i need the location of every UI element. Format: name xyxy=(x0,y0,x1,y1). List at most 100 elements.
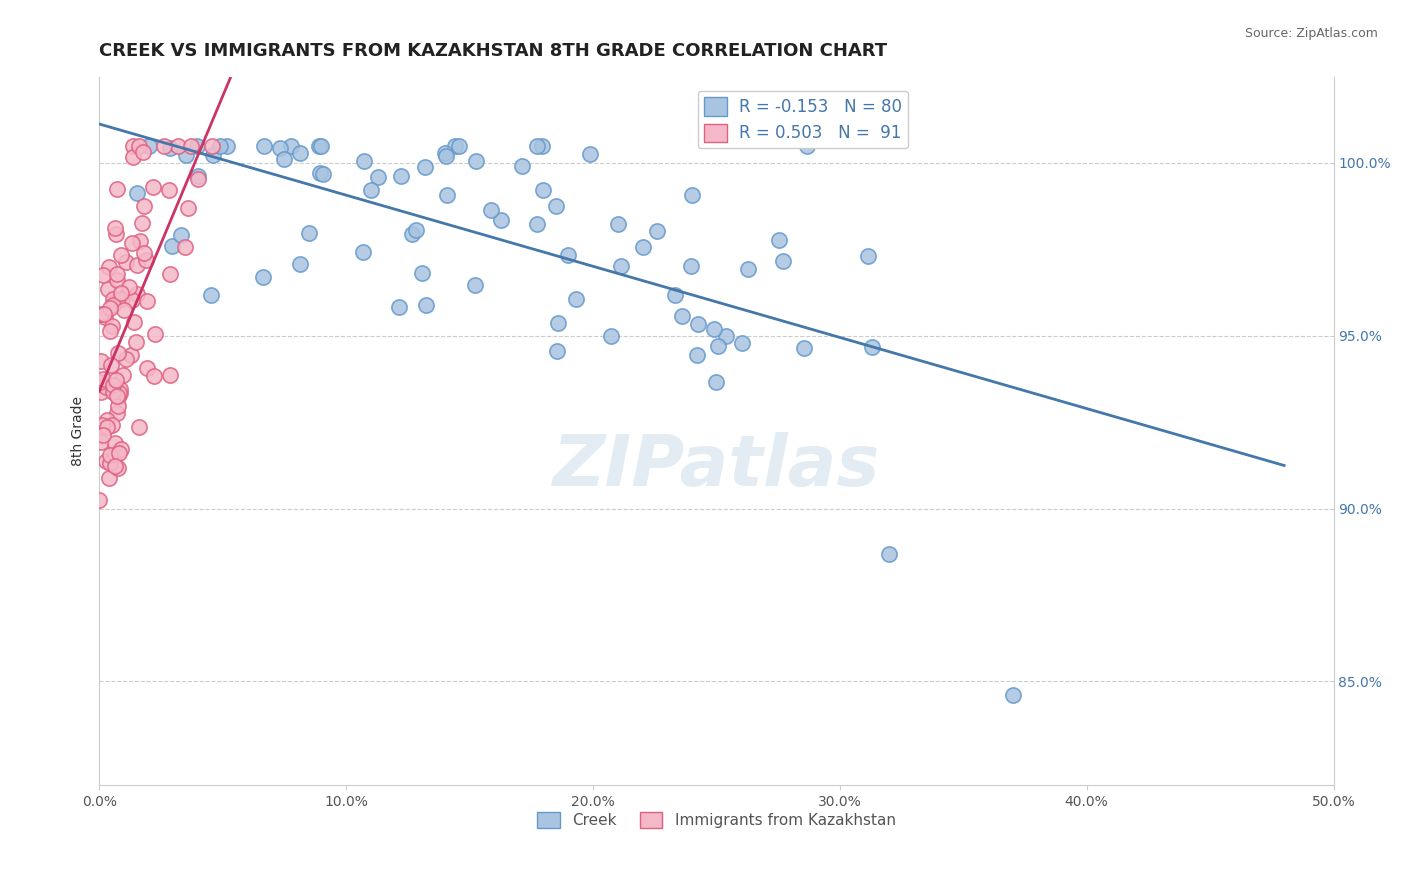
Point xyxy=(405,223,427,237)
Point xyxy=(353,153,375,168)
Point xyxy=(138,138,160,153)
Point xyxy=(94,310,117,324)
Point xyxy=(288,257,311,271)
Point xyxy=(308,166,330,180)
Point xyxy=(600,329,623,343)
Point xyxy=(297,227,319,241)
Point xyxy=(108,385,131,400)
Point xyxy=(98,301,121,316)
Point xyxy=(444,138,467,153)
Point xyxy=(1001,688,1024,702)
Point xyxy=(111,368,134,382)
Point xyxy=(269,141,291,155)
Point xyxy=(121,235,143,250)
Point xyxy=(436,187,458,202)
Point xyxy=(159,368,181,382)
Point xyxy=(131,217,153,231)
Point xyxy=(98,471,121,485)
Point xyxy=(664,288,686,302)
Point xyxy=(531,138,554,153)
Point xyxy=(160,239,183,253)
Point xyxy=(100,358,122,372)
Point xyxy=(546,343,568,358)
Point xyxy=(132,145,155,159)
Point xyxy=(135,293,157,308)
Point xyxy=(671,309,693,323)
Point xyxy=(112,303,135,318)
Point xyxy=(97,260,120,274)
Point xyxy=(401,227,423,241)
Point xyxy=(531,183,554,197)
Point xyxy=(253,138,276,153)
Point xyxy=(434,149,457,163)
Point xyxy=(704,376,727,390)
Point xyxy=(104,221,127,235)
Point xyxy=(104,435,127,450)
Point xyxy=(91,417,114,432)
Point xyxy=(180,138,202,153)
Point xyxy=(208,138,231,153)
Point xyxy=(90,307,112,321)
Point xyxy=(104,458,127,473)
Point xyxy=(98,448,121,462)
Point xyxy=(547,316,569,330)
Point xyxy=(104,447,127,461)
Point xyxy=(187,172,209,186)
Point xyxy=(101,298,124,312)
Point xyxy=(489,213,512,227)
Point xyxy=(309,138,332,153)
Point xyxy=(388,300,411,314)
Point xyxy=(252,269,274,284)
Point xyxy=(101,418,124,433)
Point xyxy=(389,169,412,183)
Point xyxy=(170,227,193,242)
Point xyxy=(415,298,437,312)
Point xyxy=(308,138,330,153)
Point xyxy=(90,354,112,368)
Text: CREEK VS IMMIGRANTS FROM KAZAKHSTAN 8TH GRADE CORRELATION CHART: CREEK VS IMMIGRANTS FROM KAZAKHSTAN 8TH … xyxy=(100,42,887,60)
Point xyxy=(526,218,548,232)
Point xyxy=(91,428,114,442)
Point xyxy=(707,339,730,353)
Point xyxy=(93,307,115,321)
Point xyxy=(768,233,790,247)
Point xyxy=(93,372,115,386)
Point xyxy=(433,146,456,161)
Point xyxy=(367,170,389,185)
Point xyxy=(167,138,190,153)
Point xyxy=(110,248,132,262)
Point xyxy=(125,258,148,272)
Point xyxy=(107,345,129,359)
Point xyxy=(114,351,136,366)
Point xyxy=(98,324,121,338)
Point xyxy=(273,152,295,166)
Point xyxy=(105,273,128,287)
Point xyxy=(464,278,486,293)
Point xyxy=(105,182,128,196)
Point xyxy=(89,493,111,508)
Point xyxy=(94,454,117,468)
Point xyxy=(449,138,471,153)
Point xyxy=(101,378,124,392)
Point xyxy=(128,419,150,434)
Point xyxy=(186,138,208,153)
Point xyxy=(737,262,759,277)
Text: ZIPatlas: ZIPatlas xyxy=(553,432,880,500)
Point xyxy=(128,138,150,153)
Point xyxy=(96,413,118,427)
Point xyxy=(107,390,129,404)
Point xyxy=(97,282,120,296)
Point xyxy=(107,399,129,413)
Point xyxy=(796,138,818,153)
Point xyxy=(122,151,145,165)
Point xyxy=(105,227,128,241)
Point xyxy=(174,240,197,254)
Point xyxy=(544,199,567,213)
Point xyxy=(856,249,879,263)
Point xyxy=(579,146,602,161)
Point xyxy=(201,138,224,153)
Point xyxy=(681,259,703,273)
Point xyxy=(686,317,709,331)
Point xyxy=(609,259,631,273)
Y-axis label: 8th Grade: 8th Grade xyxy=(72,396,86,466)
